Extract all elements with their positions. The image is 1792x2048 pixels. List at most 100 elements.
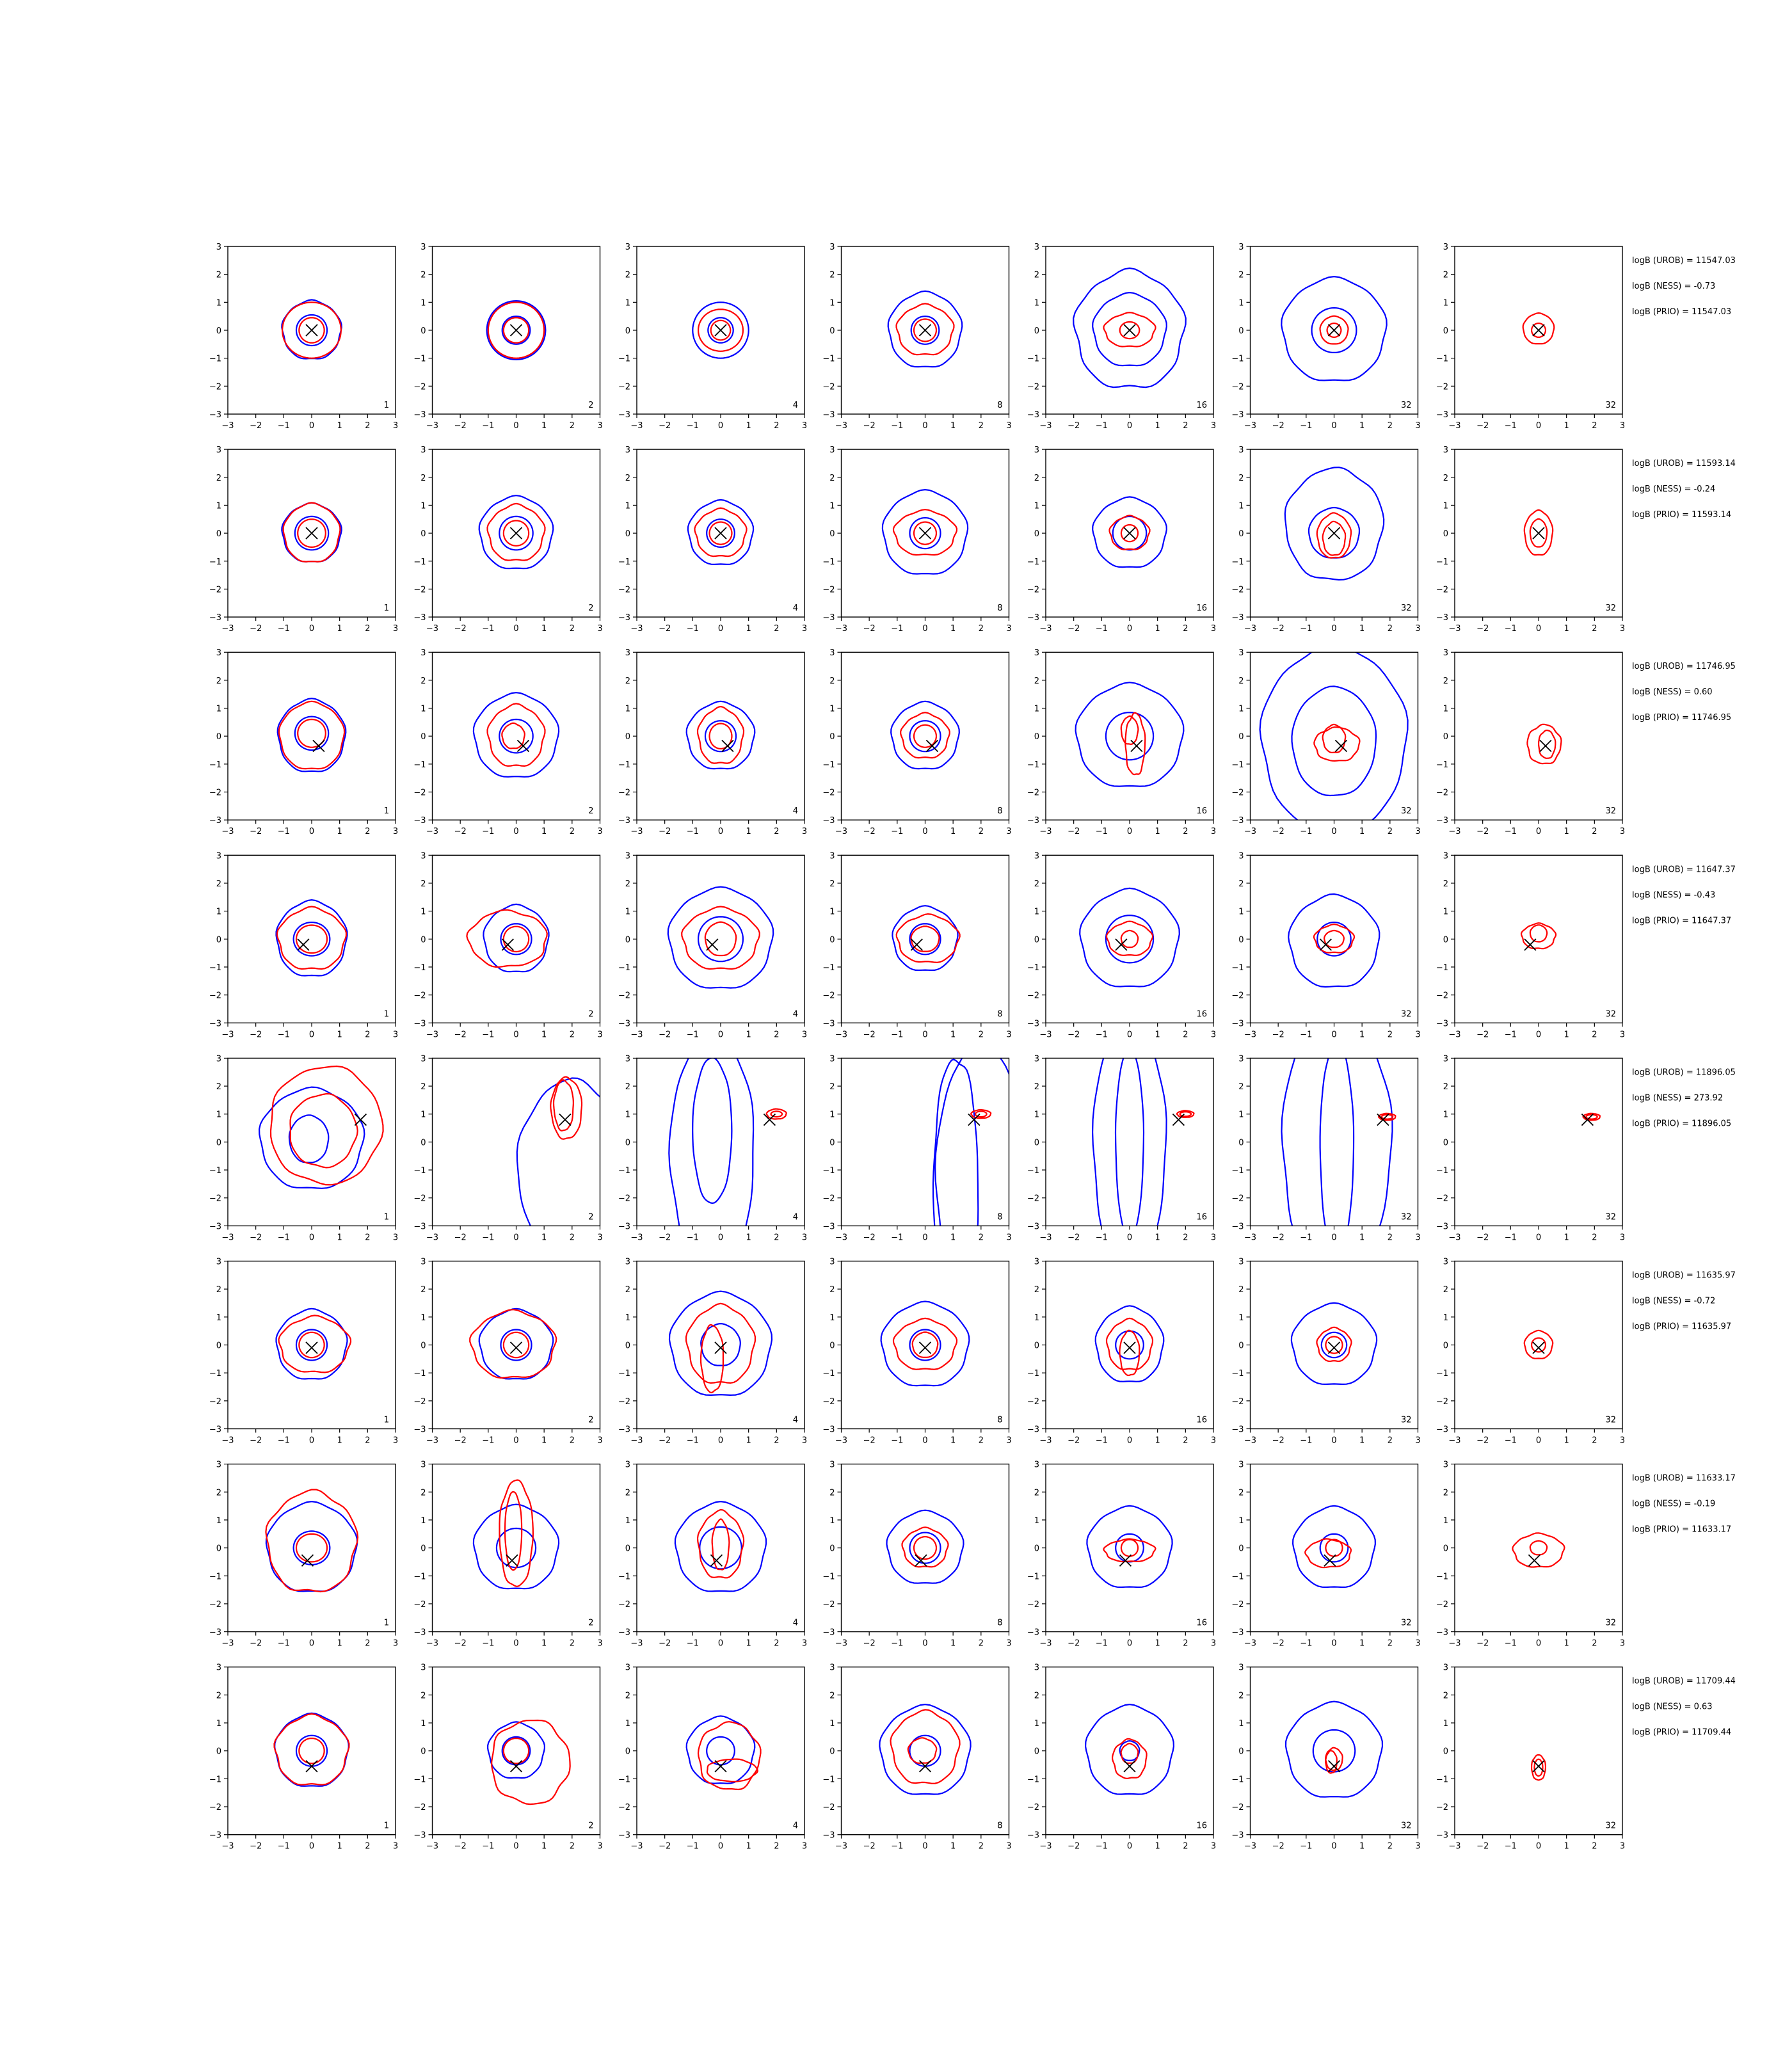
y-tick-label: −2: [822, 1194, 835, 1204]
axes-frame: [1454, 652, 1623, 820]
y-tick-label: 1: [1238, 1516, 1244, 1526]
contours-r2-c7: [1523, 509, 1554, 556]
x-tick-label: 0: [513, 1639, 518, 1649]
x-tick-label: 1: [1155, 827, 1160, 836]
panel-count-label: 8: [997, 1212, 1002, 1222]
y-tick-label: 0: [829, 732, 835, 742]
axes-frame: [840, 1463, 1010, 1633]
true-value-marker: [1119, 1554, 1132, 1567]
x-tick-label: −3: [630, 1030, 643, 1039]
contours-r8-c3: [685, 1715, 762, 1791]
y-tick-label: 3: [1238, 243, 1244, 252]
x-tick-label: 1: [1564, 1436, 1569, 1446]
y-tick-label: −2: [413, 991, 426, 1001]
x-tick-label: 2: [570, 624, 575, 634]
panel-count-label: 32: [1605, 1619, 1616, 1628]
x-tick-label: 2: [365, 1233, 370, 1242]
y-tick-label: 3: [1238, 1258, 1244, 1267]
y-tick-label: 1: [420, 1516, 426, 1526]
y-tick-label: −1: [822, 760, 835, 770]
y-tick-label: 3: [216, 445, 221, 455]
x-tick-label: 1: [337, 1436, 342, 1446]
red-contour-1: [502, 317, 530, 344]
blue-contour-1: [1115, 1330, 1144, 1360]
y-tick-label: 2: [1034, 1082, 1039, 1092]
y-tick-label: −1: [1231, 963, 1244, 973]
x-tick-label: 2: [1183, 1233, 1188, 1242]
panel-count-label: 32: [1401, 1009, 1412, 1019]
x-tick-label: −2: [250, 1639, 262, 1649]
axes-frame: [1454, 854, 1623, 1024]
x-tick-label: −1: [687, 1842, 699, 1852]
x-tick-label: −1: [1096, 421, 1108, 431]
y-tick-label: 0: [1238, 1341, 1244, 1351]
true-value-marker: [915, 1554, 927, 1567]
contours-r6-c7: [1523, 1329, 1554, 1359]
blue-contour-1: [909, 720, 941, 753]
panel-count-label: 32: [1401, 1212, 1412, 1222]
blue-contour-1: [500, 923, 532, 956]
row-stats-7: logB (UROB) = 11633.17 logB (NESS) = -0.1…: [1632, 1474, 1736, 1535]
x-tick-label: 2: [1183, 1030, 1188, 1039]
x-tick-label: −2: [454, 1639, 467, 1649]
panel-r4-c4: −3−3 −2 −2 −1 −1 0 0 1 1 2 2 3 3 8: [822, 851, 1011, 1039]
red-contour-1: [552, 1079, 575, 1132]
x-tick-label: 2: [774, 827, 779, 836]
x-tick-label: 2: [570, 1030, 575, 1039]
panel-r3-c1: −3−3 −2 −2 −1 −1 0 0 1 1 2 2 3 3 1: [209, 648, 398, 836]
blue-contour-1: [1105, 711, 1155, 761]
panel-r1-c3: −3−3 −2 −2 −1 −1 0 0 1 1 2 2 3 3 4: [618, 243, 807, 431]
y-tick-label: 0: [216, 732, 221, 742]
x-tick-label: −3: [1244, 1233, 1256, 1242]
x-tick-label: 0: [1331, 421, 1336, 431]
y-tick-label: 1: [625, 908, 630, 917]
y-tick-label: −1: [209, 963, 221, 973]
y-tick-label: −3: [1027, 1831, 1039, 1841]
y-tick-label: −1: [1027, 963, 1039, 973]
y-tick-label: 1: [420, 1719, 426, 1729]
x-tick-label: 3: [1211, 421, 1216, 431]
y-tick-label: 1: [625, 1110, 630, 1120]
axes-frame: [636, 1666, 805, 1836]
contours-r7-c4: [886, 1509, 964, 1584]
x-tick-label: −1: [1096, 1030, 1108, 1039]
red-contour-1: [1531, 323, 1546, 338]
red-contour-2: [1523, 1329, 1554, 1359]
y-tick-label: 0: [829, 1138, 835, 1148]
x-tick-label: −3: [221, 1639, 234, 1649]
y-tick-label: 0: [216, 1544, 221, 1554]
x-tick-label: −1: [891, 421, 903, 431]
panel-count-label: 32: [1605, 1416, 1616, 1425]
x-tick-label: 2: [1388, 827, 1393, 836]
y-tick-label: 0: [1034, 1138, 1039, 1148]
axes-frame: [1045, 1666, 1214, 1836]
x-tick-label: −3: [1448, 1639, 1460, 1649]
contours-r3-c1: [276, 698, 347, 772]
x-tick-label: −2: [1272, 1030, 1284, 1039]
x-tick-label: −2: [1272, 827, 1284, 836]
x-tick-label: 1: [541, 827, 547, 836]
x-tick-label: 0: [1127, 827, 1132, 836]
x-tick-label: −2: [1272, 421, 1284, 431]
y-tick-label: 1: [1238, 908, 1244, 917]
x-tick-label: 2: [365, 827, 370, 836]
red-contour-1: [1119, 1329, 1140, 1377]
x-tick-label: 1: [950, 421, 956, 431]
y-tick-label: 2: [829, 474, 835, 483]
y-tick-label: 1: [829, 908, 835, 917]
y-tick-label: −3: [1436, 1628, 1448, 1638]
panel-r4-c7: −3−3 −2 −2 −1 −1 0 0 1 1 2 2 3 3 32: [1436, 851, 1625, 1039]
true-value-marker: [1528, 1554, 1541, 1567]
x-tick-label: −2: [1272, 1842, 1284, 1852]
x-tick-label: 3: [393, 1436, 398, 1446]
x-tick-label: −2: [250, 1233, 262, 1242]
true-value-marker: [714, 1760, 727, 1773]
blue-contour-2: [892, 905, 959, 972]
red-contour-2: [895, 913, 961, 963]
x-tick-label: 3: [393, 827, 398, 836]
blue-contour-1: [1319, 1058, 1355, 1226]
y-tick-label: 2: [1238, 474, 1244, 483]
red-contour-2: [469, 1309, 557, 1379]
x-tick-label: 2: [365, 1436, 370, 1446]
red-contour-1: [907, 1737, 938, 1764]
